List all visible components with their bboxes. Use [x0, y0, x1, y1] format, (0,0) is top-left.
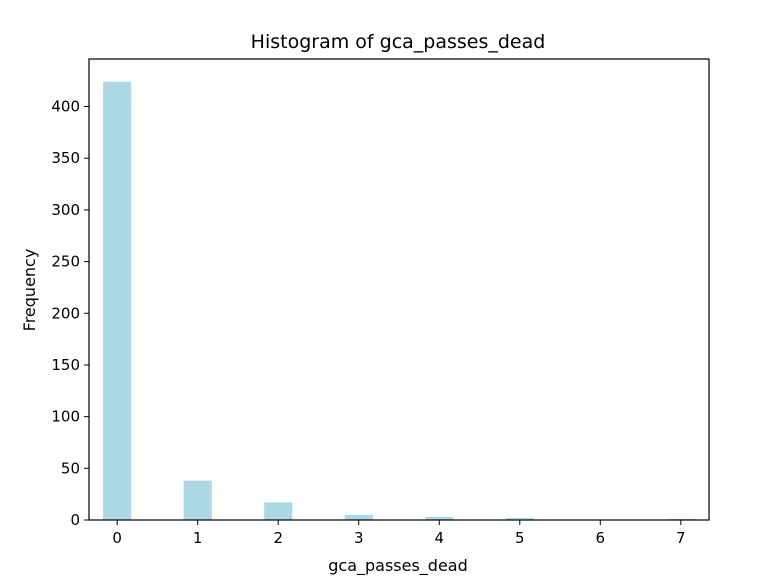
y-tick-label: 50	[61, 459, 80, 477]
x-axis-ticks: 0 1 2 3 4 5 6 7	[112, 520, 686, 547]
y-tick-label: 100	[51, 408, 80, 426]
y-axis-ticks: 0 50 100 150 200 250 300 350 400	[51, 98, 89, 529]
x-tick-label: 0	[112, 529, 122, 547]
y-tick-label: 150	[51, 356, 80, 374]
histogram-bar-1	[183, 480, 212, 520]
y-tick-label: 200	[51, 304, 80, 322]
histogram-bar-5	[505, 517, 534, 520]
histogram-bar-3	[344, 514, 373, 520]
y-tick-label: 0	[70, 511, 80, 529]
bars-layer	[103, 81, 695, 521]
histogram-bar-0	[103, 81, 132, 521]
y-tick-label: 300	[51, 201, 80, 219]
x-tick-label: 6	[596, 529, 606, 547]
x-tick-label: 2	[273, 529, 283, 547]
x-tick-label: 1	[193, 529, 203, 547]
y-axis-label: Frequency	[20, 249, 39, 332]
x-axis-label: gca_passes_dead	[328, 556, 468, 576]
x-tick-label: 4	[434, 529, 444, 547]
y-tick-label: 250	[51, 253, 80, 271]
histogram-bar-2	[264, 502, 293, 520]
y-tick-label: 400	[51, 98, 80, 116]
x-tick-label: 5	[515, 529, 525, 547]
x-tick-label: 3	[354, 529, 364, 547]
plot-frame	[88, 58, 710, 521]
chart-title: Histogram of gca_passes_dead	[251, 31, 546, 53]
histogram-bar-4	[425, 516, 454, 520]
x-tick-label: 7	[676, 529, 686, 547]
y-tick-label: 350	[51, 149, 80, 167]
